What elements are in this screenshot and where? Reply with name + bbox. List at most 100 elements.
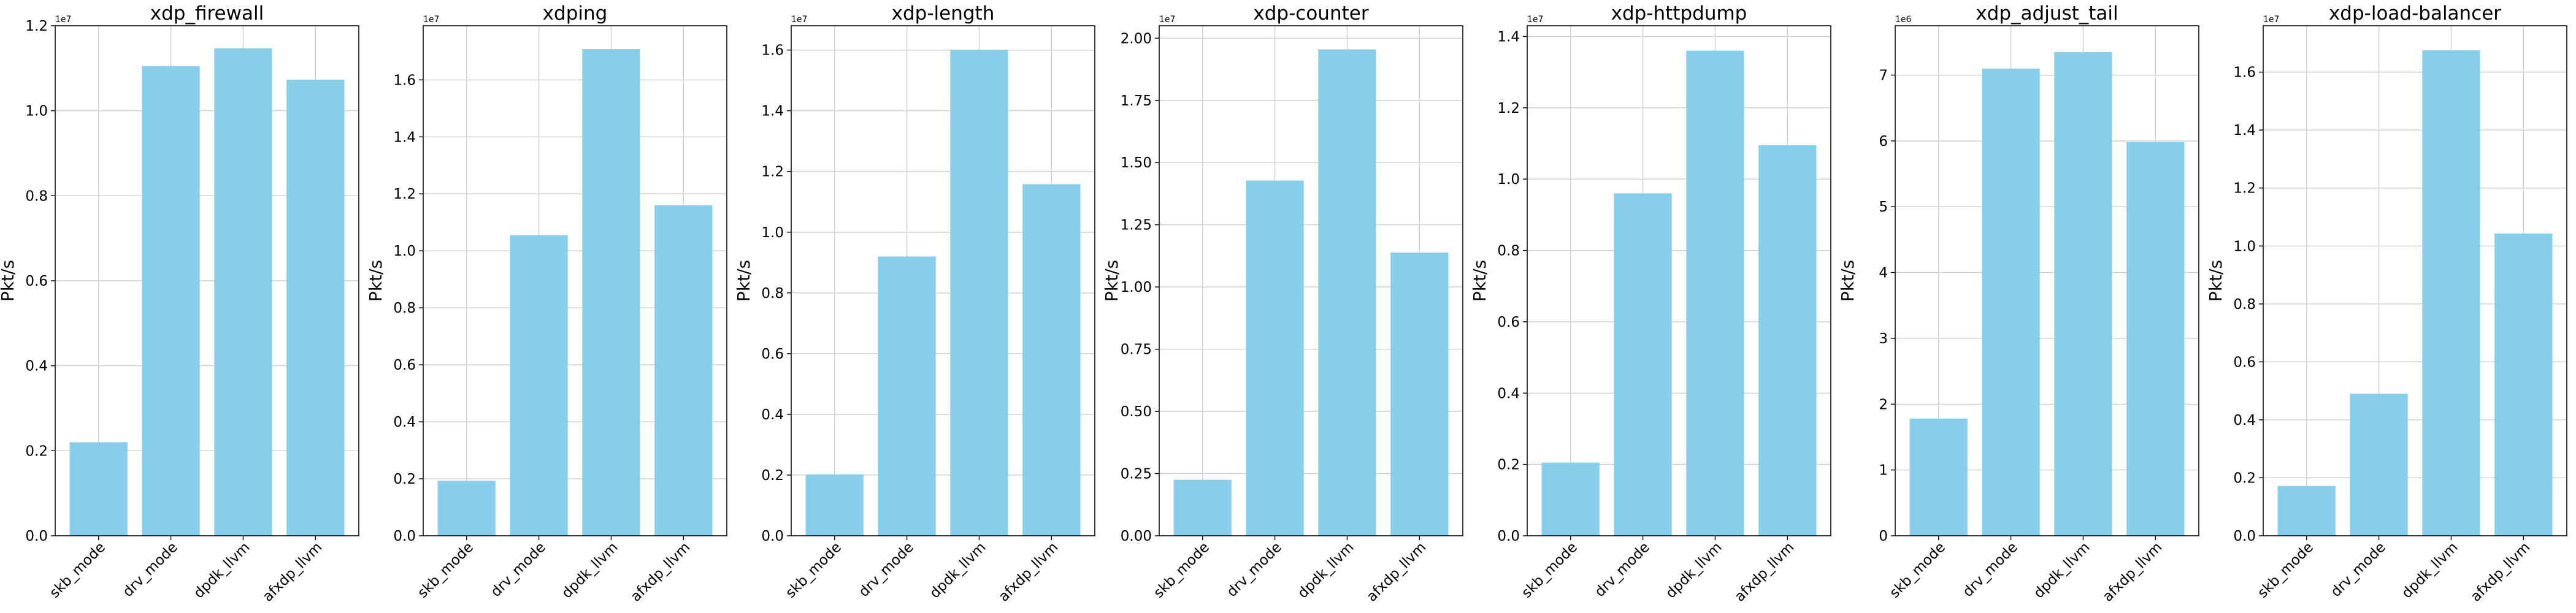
y-tick-label: 0.4 <box>2233 413 2256 428</box>
y-tick-label: 7 <box>1879 68 1888 84</box>
plot-frame <box>1159 25 1463 536</box>
y-tick-label: 2 <box>1879 397 1888 413</box>
y-tick-label: 3 <box>1879 331 1888 347</box>
y-tick-label: 6 <box>1879 134 1888 150</box>
bar-skb-mode <box>437 481 496 536</box>
bar-afxdp-llvm <box>654 205 713 536</box>
y-tick-label: 0.50 <box>1121 404 1152 420</box>
y-offset-label: 1e7 <box>2263 15 2279 25</box>
plot-frame <box>1527 25 1831 536</box>
bar-dpdk-llvm <box>2422 50 2480 536</box>
y-tick-label: 1.2 <box>2233 181 2256 197</box>
bar-skb-mode <box>69 442 128 536</box>
y-tick-label: 1.4 <box>2233 123 2256 139</box>
bar-dpdk-llvm <box>950 50 1008 536</box>
y-tick-label: 1.2 <box>25 18 48 34</box>
y-axis-label: Pkt/s <box>0 260 18 302</box>
y-tick-label: 1.0 <box>761 225 784 241</box>
y-offset-label: 1e7 <box>1159 15 1175 25</box>
y-tick-label: 1.4 <box>1497 29 1520 45</box>
y-tick-label: 0.4 <box>393 414 416 430</box>
y-tick-label: 1.4 <box>393 129 416 145</box>
y-axis-label: Pkt/s <box>1838 260 1858 302</box>
y-axis-label: Pkt/s <box>1470 260 1490 302</box>
y-tick-label: 1.0 <box>1497 172 1520 188</box>
y-tick-label: 0.4 <box>761 407 784 423</box>
y-tick-label: 1.2 <box>761 164 784 180</box>
bar-drv-mode <box>142 66 200 536</box>
plot-frame <box>55 25 359 536</box>
y-tick-label: 2.00 <box>1121 31 1152 47</box>
y-tick-label: 0.2 <box>393 471 416 487</box>
bar-dpdk-llvm <box>1318 49 1376 536</box>
y-axis-label: Pkt/s <box>2206 260 2226 302</box>
y-tick-label: 0.6 <box>2233 354 2256 370</box>
plot-frame <box>423 25 727 536</box>
y-tick-label: 0.0 <box>2233 528 2256 544</box>
y-tick-label: 0.00 <box>1121 528 1152 544</box>
bar-drv-mode <box>2350 394 2408 536</box>
bar-dpdk-llvm <box>2054 51 2112 536</box>
y-tick-label: 4 <box>1879 265 1888 281</box>
panel-title: xdp-length <box>892 2 995 25</box>
bar-drv-mode <box>1982 68 2040 536</box>
y-axis-label: Pkt/s <box>734 260 754 302</box>
panel-title: xdp_firewall <box>150 2 264 25</box>
y-axis-label: Pkt/s <box>1102 260 1122 302</box>
y-tick-label: 0.8 <box>25 188 48 204</box>
y-tick-label: 1.0 <box>25 104 48 120</box>
panel-title: xdp-load-balancer <box>2329 2 2501 25</box>
y-tick-label: 1.25 <box>1121 218 1152 234</box>
y-tick-label: 1.75 <box>1121 93 1152 109</box>
bar-afxdp-llvm <box>1022 184 1081 536</box>
bar-skb-mode <box>2277 485 2336 536</box>
panel-title: xdp-httpdump <box>1611 2 1747 25</box>
y-tick-label: 0.8 <box>761 286 784 302</box>
y-tick-label: 0.8 <box>393 300 416 316</box>
panel-title: xdping <box>543 2 608 25</box>
bar-skb-mode <box>1541 462 1600 536</box>
bar-afxdp-llvm <box>1758 145 1817 536</box>
y-tick-label: 5 <box>1879 199 1888 215</box>
bar-drv-mode <box>1614 193 1672 536</box>
y-tick-label: 0.2 <box>1497 457 1520 473</box>
y-tick-label: 0.0 <box>1497 528 1520 544</box>
y-tick-label: 1.2 <box>1497 101 1520 116</box>
y-offset-label: 1e7 <box>55 15 71 25</box>
panel-title: xdp_adjust_tail <box>1976 2 2118 25</box>
y-tick-label: 0.2 <box>25 443 48 459</box>
y-tick-label: 0.6 <box>1497 314 1520 330</box>
y-tick-label: 1 <box>1879 463 1888 479</box>
bar-drv-mode <box>1246 180 1304 536</box>
bar-skb-mode <box>805 474 864 536</box>
panel-title: xdp-counter <box>1253 2 1368 25</box>
y-tick-label: 1.2 <box>393 186 416 202</box>
y-tick-label: 0.25 <box>1121 466 1152 482</box>
y-tick-label: 0.4 <box>1497 386 1520 402</box>
bar-afxdp-llvm <box>2494 233 2553 536</box>
y-axis-label: Pkt/s <box>366 260 386 302</box>
plot-frame <box>1895 25 2199 536</box>
y-tick-label: 1.4 <box>761 104 784 120</box>
bar-dpdk-llvm <box>214 48 272 536</box>
bar-skb-mode <box>1909 418 1968 536</box>
bar-dpdk-llvm <box>1686 50 1744 536</box>
y-tick-label: 1.0 <box>393 243 416 259</box>
y-tick-label: 1.50 <box>1121 155 1152 171</box>
y-offset-label: 1e7 <box>791 15 807 25</box>
y-tick-label: 1.6 <box>761 43 784 59</box>
y-tick-label: 0.6 <box>393 357 416 373</box>
y-offset-label: 1e7 <box>1527 15 1543 25</box>
y-tick-label: 0.2 <box>761 468 784 484</box>
y-tick-label: 0.0 <box>393 528 416 544</box>
bar-afxdp-llvm <box>1390 253 1449 536</box>
y-tick-label: 0.6 <box>25 273 48 289</box>
y-tick-label: 0.8 <box>1497 243 1520 259</box>
plot-frame <box>791 25 1095 536</box>
y-tick-label: 1.0 <box>2233 238 2256 254</box>
y-tick-label: 1.00 <box>1121 280 1152 295</box>
y-tick-label: 0.8 <box>2233 297 2256 313</box>
y-tick-label: 0.6 <box>761 346 784 362</box>
y-tick-label: 1.6 <box>2233 65 2256 81</box>
